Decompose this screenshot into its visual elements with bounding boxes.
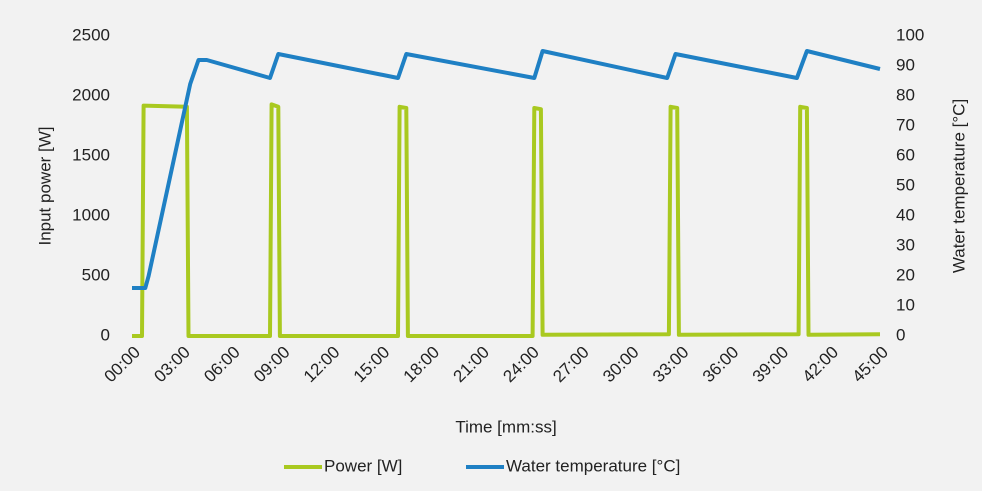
series-line bbox=[132, 49, 881, 290]
y2-tick-label: 90 bbox=[896, 55, 915, 74]
legend-label: Power [W] bbox=[324, 456, 402, 475]
y2-tick-label: 80 bbox=[896, 85, 915, 104]
y-tick-label: 1000 bbox=[72, 205, 110, 224]
series-line bbox=[132, 102, 881, 338]
legend-label: Water temperature [°C] bbox=[506, 456, 680, 475]
y-tick-label: 0 bbox=[101, 325, 110, 344]
y-axis-label: Input power [W] bbox=[35, 126, 54, 245]
y2-tick-label: 0 bbox=[896, 325, 905, 344]
y2-tick-label: 10 bbox=[896, 295, 915, 314]
y2-tick-label: 30 bbox=[896, 235, 915, 254]
y-tick-label: 1500 bbox=[72, 145, 110, 164]
y2-tick-label: 60 bbox=[896, 145, 915, 164]
y-tick-label: 2000 bbox=[72, 85, 110, 104]
y2-tick-label: 50 bbox=[896, 175, 915, 194]
y2-tick-label: 100 bbox=[896, 25, 924, 44]
y2-tick-label: 40 bbox=[896, 205, 915, 224]
x-axis-label: Time [mm:ss] bbox=[455, 417, 556, 436]
y-tick-label: 500 bbox=[82, 265, 110, 284]
y2-axis-label: Water temperature [°C] bbox=[949, 99, 968, 273]
y-tick-label: 2500 bbox=[72, 25, 110, 44]
y2-tick-label: 20 bbox=[896, 265, 915, 284]
y2-tick-label: 70 bbox=[896, 115, 915, 134]
